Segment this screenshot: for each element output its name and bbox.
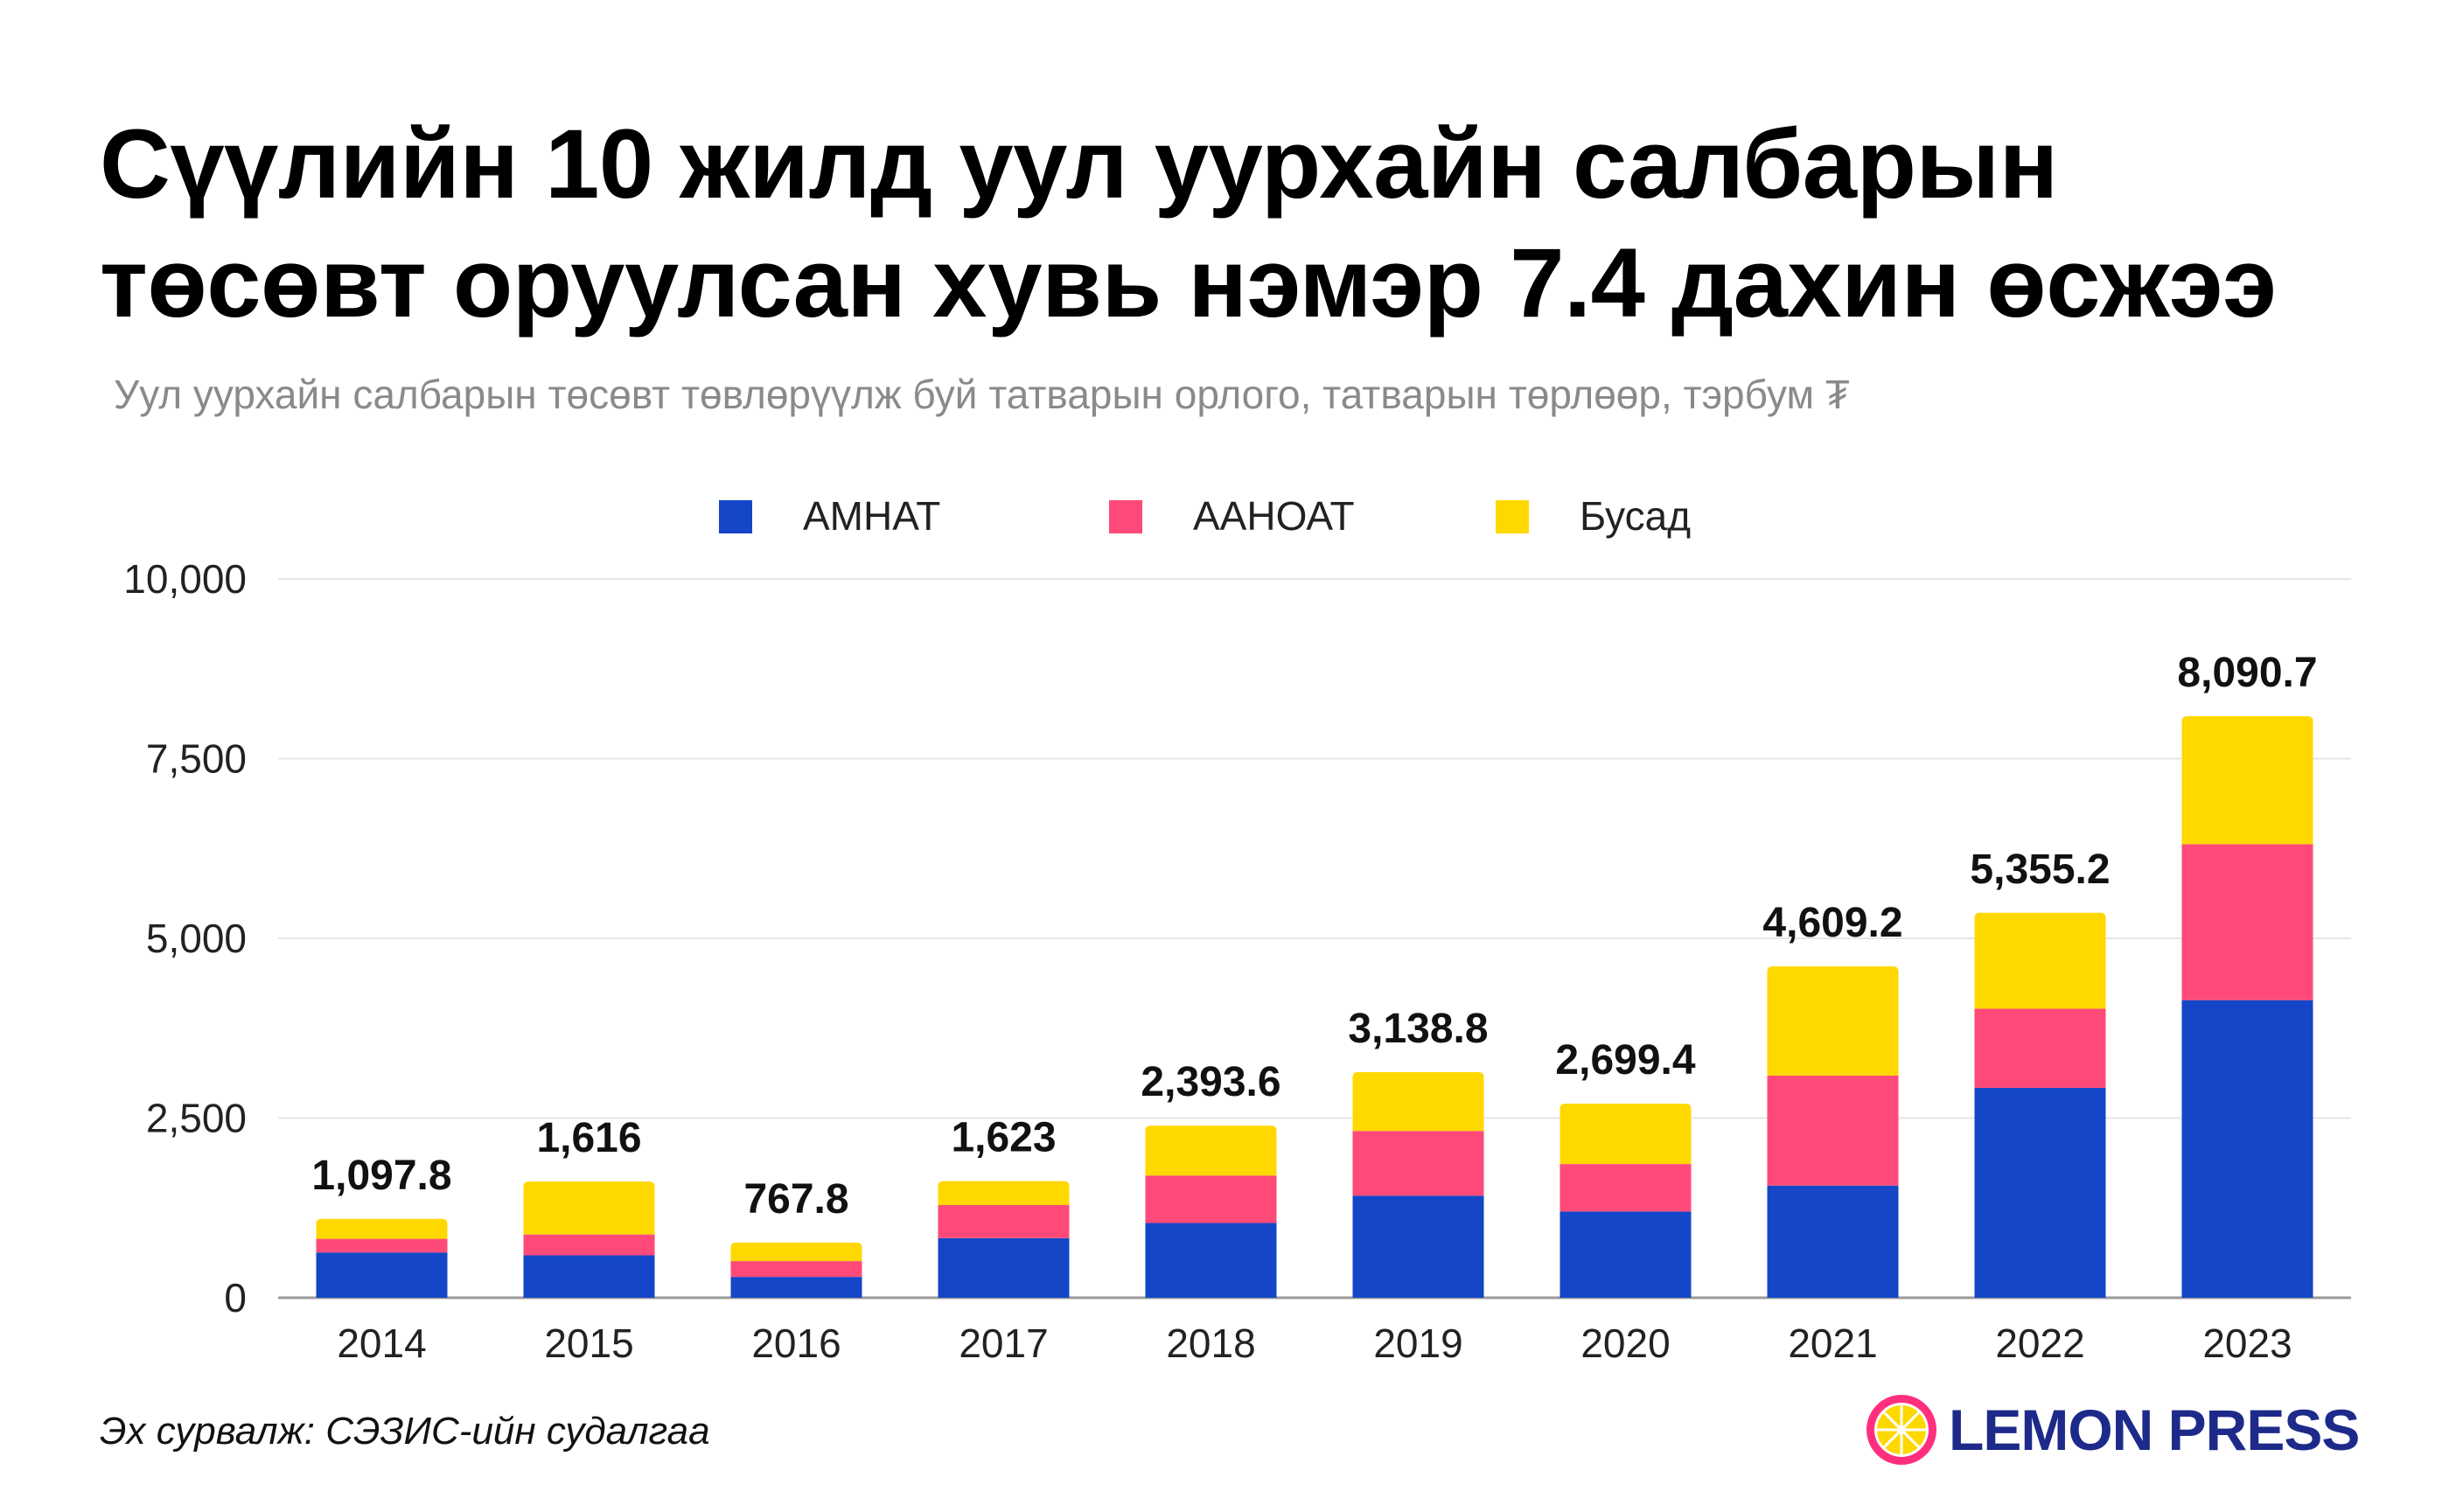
lemon-slice-icon bbox=[1866, 1395, 1936, 1465]
source-note: Эх сурвалж: СЭЗИС-ийн судалгаа bbox=[100, 1410, 710, 1453]
x-tick-label: 2019 bbox=[1373, 1320, 1462, 1366]
y-tick-label: 0 bbox=[224, 1275, 247, 1320]
x-tick-label: 2023 bbox=[2202, 1320, 2292, 1366]
bar-segment-Бусад bbox=[938, 1181, 1070, 1205]
legend-label: ААНОАТ bbox=[1193, 493, 1355, 539]
bar-segment-АМНАТ bbox=[316, 1252, 448, 1298]
bar-segment-ААНОАТ bbox=[1767, 1076, 1899, 1186]
bar-segment-ААНОАТ bbox=[523, 1234, 655, 1256]
x-tick-label: 2020 bbox=[1580, 1320, 1670, 1366]
lemon-press-logo: LEMON PRESS bbox=[1865, 1393, 2360, 1467]
bar-segment-Бусад bbox=[730, 1242, 862, 1262]
bar-segment-ААНОАТ bbox=[1974, 1008, 2106, 1088]
legend: АМНАТ ААНОАТ Бусад bbox=[719, 493, 1691, 539]
labels: 0 2,500 5,000 7,500 10,000 1,097.8 2014 1,616 20… bbox=[123, 556, 2317, 1366]
title-line-1: Сүүлийн 10 жилд уул уурхайн салбарын bbox=[100, 109, 2058, 219]
bar-total-label: 1,097.8 bbox=[311, 1153, 451, 1199]
bar-segment-Бусад bbox=[523, 1181, 655, 1235]
bar-segment-АМНАТ bbox=[730, 1277, 862, 1298]
bar-total-label: 2,393.6 bbox=[1141, 1059, 1280, 1105]
y-tick-label: 7,500 bbox=[146, 736, 247, 782]
x-tick-label: 2015 bbox=[544, 1320, 633, 1366]
bar-segment-АМНАТ bbox=[523, 1255, 655, 1298]
bar-total-label: 8,090.7 bbox=[2177, 650, 2317, 696]
bar-segment-АМНАТ bbox=[2181, 1000, 2313, 1298]
legend-label: АМНАТ bbox=[803, 493, 940, 539]
bar-segment-Бусад bbox=[1974, 912, 2106, 1009]
bar-segment-Бусад bbox=[316, 1218, 448, 1239]
bar-total-label: 767.8 bbox=[743, 1176, 848, 1223]
bar-total-label: 4,609.2 bbox=[1762, 900, 1902, 946]
x-tick-label: 2022 bbox=[1995, 1320, 2084, 1366]
legend-swatch bbox=[1496, 500, 1529, 533]
bar-segment-Бусад bbox=[1767, 966, 1899, 1077]
bar-segment-АМНАТ bbox=[1559, 1211, 1692, 1298]
x-tick-label: 2017 bbox=[959, 1320, 1048, 1366]
bar-segment-Бусад bbox=[1145, 1125, 1277, 1176]
y-tick-label: 10,000 bbox=[123, 556, 247, 602]
bar-segment-АМНАТ bbox=[1352, 1195, 1484, 1298]
bar-segment-ААНОАТ bbox=[2181, 844, 2313, 1000]
x-tick-label: 2014 bbox=[337, 1320, 426, 1366]
bar-segment-ААНОАТ bbox=[1352, 1131, 1484, 1196]
bar-segment-АМНАТ bbox=[1145, 1223, 1277, 1298]
bar-segment-ААНОАТ bbox=[730, 1261, 862, 1278]
page-title: Сүүлийн 10 жилд уул уурхайн салбарын төс… bbox=[100, 105, 2374, 343]
chart-subtitle: Уул уурхайн салбарын төсөвт төвлөрүүлж б… bbox=[114, 372, 1850, 417]
bar-segment-ААНОАТ bbox=[1145, 1175, 1277, 1223]
legend-swatch bbox=[719, 500, 752, 533]
bars bbox=[316, 715, 2313, 1298]
bar-segment-ААНОАТ bbox=[938, 1204, 1070, 1238]
logo-text: LEMON PRESS bbox=[1949, 1397, 2360, 1462]
bar-segment-АМНАТ bbox=[938, 1237, 1070, 1298]
bar-segment-ААНОАТ bbox=[1559, 1164, 1692, 1212]
bar-total-label: 3,138.8 bbox=[1348, 1006, 1488, 1052]
bar-segment-ААНОАТ bbox=[316, 1238, 448, 1253]
bar-segment-Бусад bbox=[1559, 1104, 1692, 1165]
bar-total-label: 2,699.4 bbox=[1555, 1037, 1695, 1083]
bar-segment-АМНАТ bbox=[1767, 1185, 1899, 1298]
bar-segment-АМНАТ bbox=[1974, 1087, 2106, 1298]
x-tick-label: 2018 bbox=[1166, 1320, 1255, 1366]
bar-total-label: 1,616 bbox=[536, 1115, 641, 1161]
x-tick-label: 2016 bbox=[751, 1320, 841, 1366]
bar-total-label: 1,623 bbox=[951, 1115, 1056, 1161]
bar-total-label: 5,355.2 bbox=[1970, 847, 2110, 893]
y-tick-label: 2,500 bbox=[146, 1096, 247, 1141]
bar-segment-Бусад bbox=[1352, 1071, 1484, 1132]
legend-swatch bbox=[1109, 500, 1142, 533]
legend-label: Бусад bbox=[1580, 493, 1691, 539]
title-line-2: төсөвт оруулсан хувь нэмэр 7.4 дахин өсж… bbox=[100, 228, 2277, 338]
y-tick-label: 5,000 bbox=[146, 916, 247, 961]
bar-segment-Бусад bbox=[2181, 715, 2313, 845]
x-tick-label: 2021 bbox=[1788, 1320, 1877, 1366]
